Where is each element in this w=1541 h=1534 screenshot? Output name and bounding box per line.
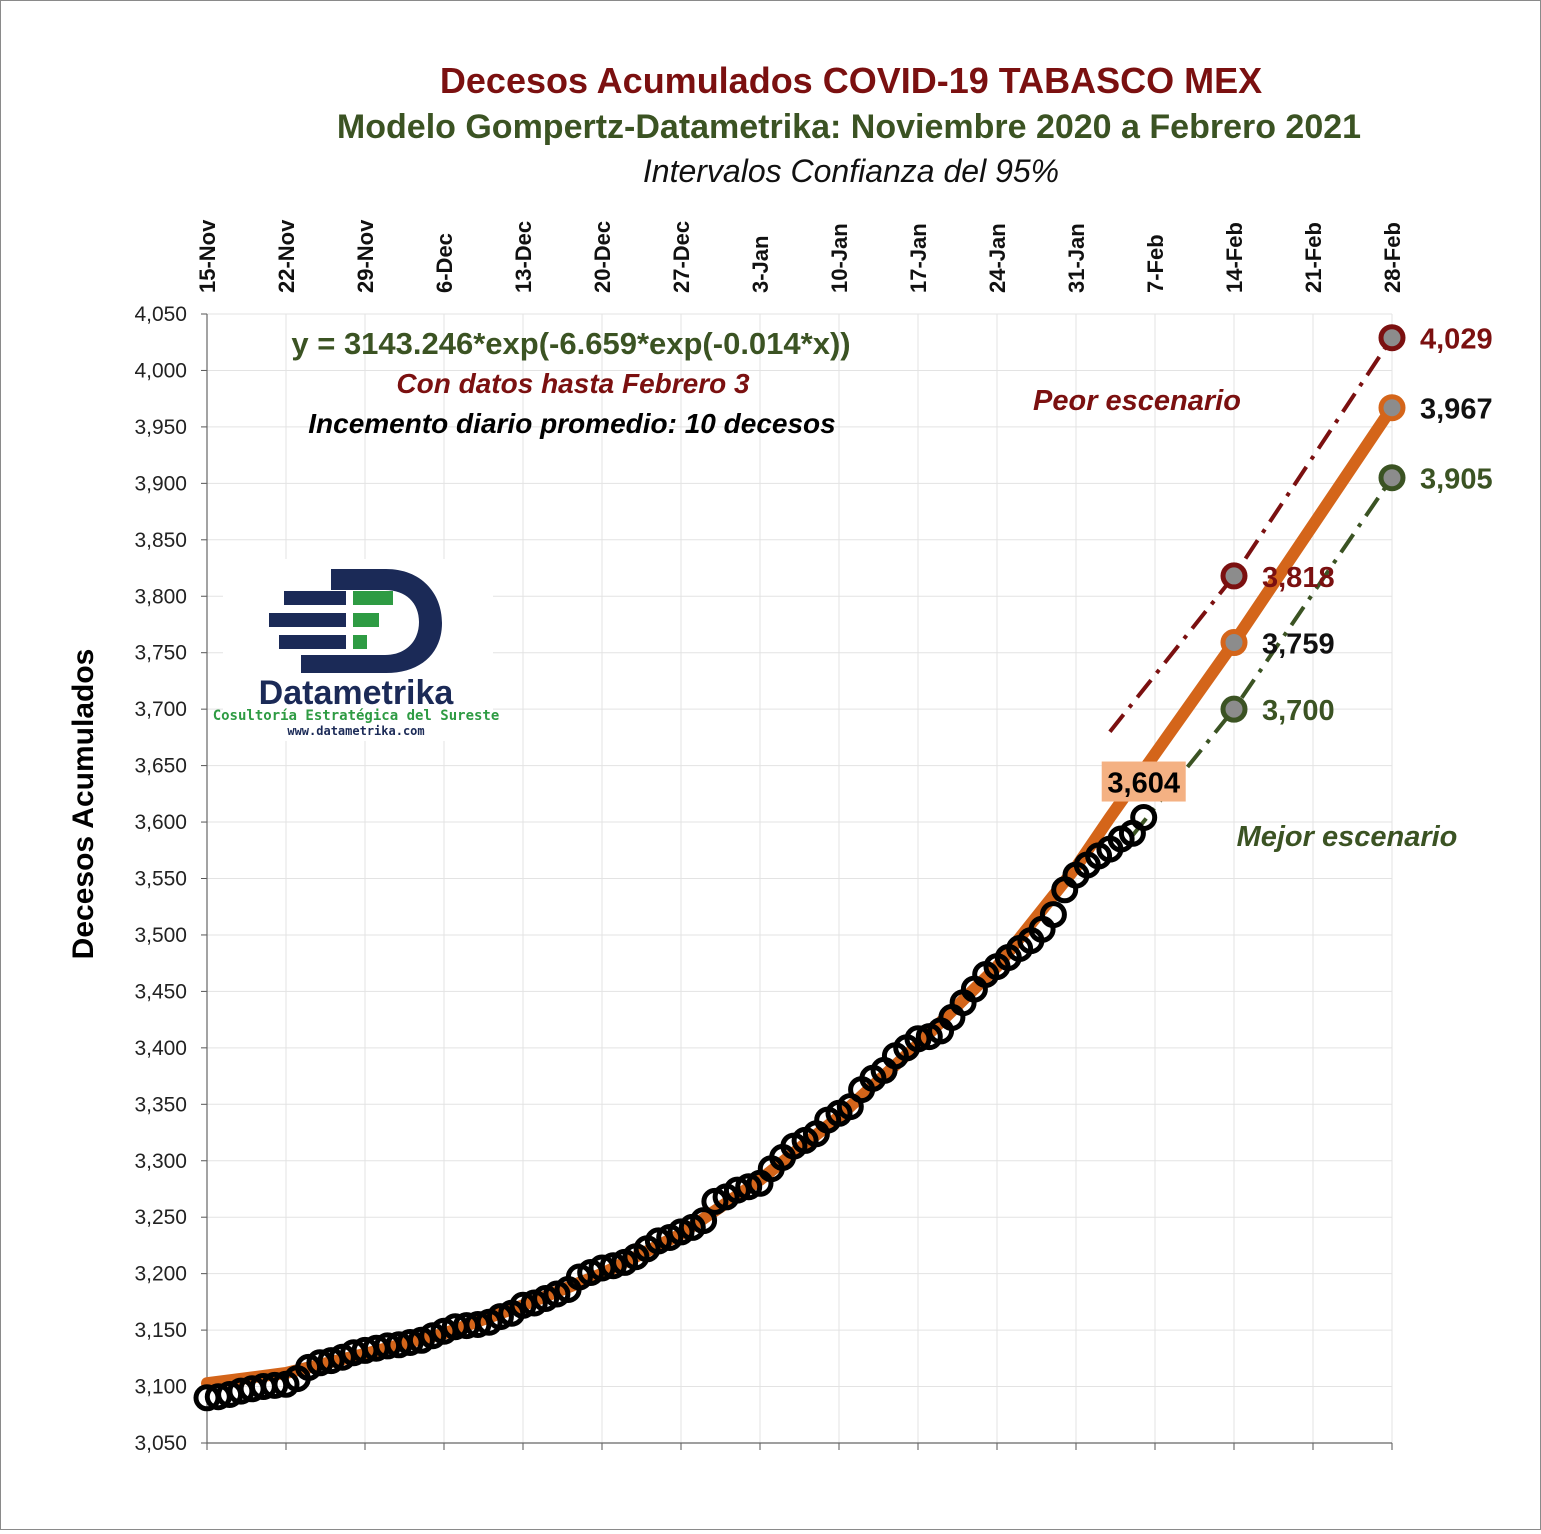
chart-subtitle: Modelo Gompertz-Datametrika: Noviembre 2… (337, 108, 1361, 146)
logo-tagline: Cosultoría Estratégica del Sureste (213, 708, 500, 724)
projection-point (1220, 629, 1248, 657)
gridlines (207, 313, 1393, 1443)
point-value-label: 3,700 (1262, 695, 1335, 727)
chart-title: Decesos Acumulados COVID-19 TABASCO MEX (440, 60, 1262, 101)
y-tick-label: 3,550 (134, 868, 187, 891)
logo-url: www.datametrika.com (287, 724, 424, 738)
last-value-label: 3,604 (1107, 768, 1180, 800)
y-axis-label: Decesos Acumulados (67, 649, 100, 960)
x-tick-label: 7-Feb (1143, 234, 1168, 293)
daily-increment-note: Incemento diario promedio: 10 decesos (308, 408, 835, 439)
point-labels: 3,818 3,759 3,700 4,029 3,967 3,905 3,604 (1101, 324, 1493, 802)
last-value-label-bg (1101, 761, 1186, 802)
observed-point (644, 1227, 672, 1255)
x-tick-label: 31-Jan (1064, 223, 1089, 293)
y-tick-label: 4,000 (134, 359, 187, 382)
x-tick-labels: 15-Nov 22-Nov 29-Nov 6-Dec 13-Dec 20-Dec 27-De… (195, 219, 1405, 293)
point-value-label: 3,818 (1262, 562, 1335, 594)
projection-point (1220, 695, 1248, 723)
y-tick-label: 3,450 (134, 980, 187, 1003)
x-tick-label: 21-Feb (1301, 222, 1326, 293)
x-tick-label: 14-Feb (1222, 222, 1247, 293)
series-layer (201, 336, 1398, 1390)
x-tick-label: 10-Jan (827, 223, 852, 293)
observed-point (1039, 901, 1067, 929)
point-value-label: 3,905 (1420, 464, 1493, 496)
observed-markers (193, 804, 1158, 1412)
y-tick-label: 3,100 (134, 1376, 187, 1399)
observed-point (317, 1347, 345, 1375)
observed-point (904, 1025, 932, 1053)
y-tick-label: 3,650 (134, 755, 187, 778)
observed-point (735, 1173, 763, 1201)
model-series-line (201, 401, 1398, 1390)
point-value-label: 3,967 (1420, 394, 1493, 426)
y-tick-label: 3,700 (134, 698, 187, 721)
y-tick-label: 3,500 (134, 924, 187, 947)
y-tick-label: 3,900 (134, 472, 187, 495)
worst-scenario-label: Peor escenario (1033, 385, 1241, 417)
projection-point (1220, 562, 1248, 590)
y-tick-labels: 3,050 3,100 3,150 3,200 3,250 3,300 3,350 3,400… (134, 303, 187, 1455)
y-tick-label: 3,400 (134, 1037, 187, 1060)
observed-point (690, 1207, 718, 1235)
x-tick-label: 6-Dec (432, 233, 457, 293)
logo-name: Datametrika (259, 674, 455, 712)
x-tick-label: 28-Feb (1380, 222, 1405, 293)
x-tick-label: 15-Nov (195, 219, 220, 293)
y-tick-label: 3,050 (134, 1432, 187, 1455)
chart-subtitle-ci: Intervalos Confianza del 95% (643, 153, 1059, 189)
x-tick-label: 20-Dec (590, 221, 615, 293)
x-tick-label: 17-Jan (906, 223, 931, 293)
datametrika-logo: Datametrika Cosultoría Estratégica del S… (213, 559, 500, 741)
logo-green-bar-2 (353, 613, 379, 627)
y-tick-label: 3,600 (134, 811, 187, 834)
y-tick-label: 3,300 (134, 1150, 187, 1173)
x-tick-label: 27-Dec (669, 221, 694, 293)
logo-bar-3 (279, 635, 346, 649)
y-tick-label: 3,250 (134, 1206, 187, 1229)
logo-bar-2 (269, 613, 346, 627)
observed-point (486, 1303, 514, 1331)
axes (201, 313, 1393, 1450)
y-tick-label: 3,800 (134, 585, 187, 608)
x-tick-label: 24-Jan (985, 223, 1010, 293)
observed-point (1130, 804, 1158, 831)
projection-point (1378, 464, 1406, 492)
x-tick-label: 22-Nov (274, 219, 299, 293)
projection-point (1378, 394, 1406, 422)
y-tick-label: 3,200 (134, 1263, 187, 1286)
y-tick-label: 3,150 (134, 1319, 187, 1342)
logo-green-bar-1 (353, 591, 393, 605)
logo-bar-1 (284, 591, 346, 605)
y-tick-label: 4,050 (134, 303, 187, 326)
logo-green-bar-3 (353, 635, 367, 649)
point-value-label: 3,759 (1262, 629, 1335, 661)
y-tick-label: 3,850 (134, 529, 187, 552)
observed-point (464, 1311, 492, 1338)
observed-point (599, 1252, 627, 1280)
data-cutoff-note: Con datos hasta Febrero 3 (396, 368, 750, 399)
y-tick-label: 3,950 (134, 416, 187, 439)
projection-endpoints (1220, 324, 1406, 723)
x-tick-label: 13-Dec (511, 221, 536, 293)
best-scenario-label: Mejor escenario (1237, 821, 1458, 853)
x-tick-label: 3-Jan (748, 236, 773, 293)
x-tick-label: 29-Nov (353, 219, 378, 293)
model-equation: y = 3143.246*exp(-6.659*exp(-0.014*x)) (291, 326, 850, 361)
projection-point (1378, 324, 1406, 352)
point-value-label: 4,029 (1420, 324, 1493, 356)
y-tick-label: 3,750 (134, 642, 187, 665)
logo-d-shape-icon (301, 569, 442, 673)
y-tick-label: 3,350 (134, 1093, 187, 1116)
